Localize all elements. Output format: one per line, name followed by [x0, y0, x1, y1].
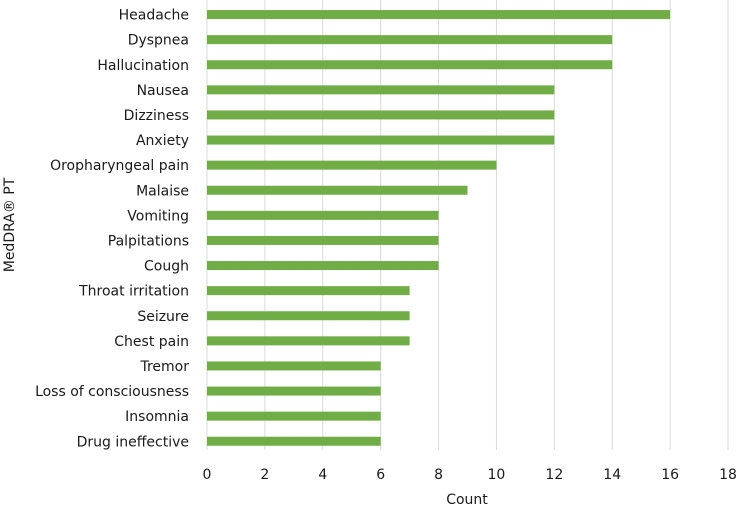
category-label: Anxiety [136, 133, 189, 149]
bar [207, 60, 613, 70]
category-label: Drug ineffective [77, 434, 189, 450]
x-tick-label: 12 [545, 467, 563, 483]
bar [207, 361, 381, 371]
bar [207, 110, 555, 120]
category-label: Dyspnea [128, 33, 189, 49]
x-tick-label: 8 [434, 467, 443, 483]
bar [207, 160, 497, 170]
bars [207, 10, 671, 446]
x-tick-labels: 0 2 4 6 8 10 12 14 16 18 [203, 467, 737, 483]
category-label: Palpitations [108, 233, 189, 249]
category-label: Malaise [136, 183, 189, 199]
x-tick-label: 14 [603, 467, 621, 483]
x-tick-label: 4 [318, 467, 327, 483]
category-label: Hallucination [97, 58, 189, 74]
y-axis-title: MedDRA® PT [2, 177, 18, 272]
category-label: Chest pain [114, 334, 189, 350]
category-label: Loss of consciousness [35, 384, 189, 400]
x-axis-title: Count [446, 492, 488, 508]
category-label: Nausea [137, 83, 189, 99]
category-label: Seizure [137, 309, 189, 325]
category-label: Headache [119, 8, 189, 24]
x-tick-label: 16 [661, 467, 679, 483]
category-label: Oropharyngeal pain [50, 158, 189, 174]
bar [207, 135, 555, 145]
bar [207, 235, 439, 245]
bar [207, 411, 381, 421]
category-label: Tremor [139, 359, 189, 375]
category-label: Throat irritation [78, 284, 189, 300]
x-tick-label: 0 [203, 467, 212, 483]
bar [207, 336, 410, 346]
bar [207, 311, 410, 321]
x-tick-label: 6 [376, 467, 385, 483]
category-label: Dizziness [124, 108, 189, 124]
bar [207, 10, 671, 20]
bar [207, 436, 381, 446]
x-tick-label: 10 [488, 467, 506, 483]
category-label: Cough [144, 259, 189, 275]
bar [207, 210, 439, 220]
bar [207, 261, 439, 271]
x-tick-label: 18 [719, 467, 737, 483]
category-labels: Headache Dyspnea Hallucination Nausea Dizzin… [35, 8, 189, 451]
gridlines [206, 0, 729, 450]
bar [207, 35, 613, 45]
bar [207, 286, 410, 296]
bar [207, 386, 381, 396]
bar [207, 85, 555, 95]
category-label: Insomnia [125, 409, 189, 425]
bar [207, 185, 468, 195]
category-label: Vomiting [127, 208, 189, 224]
x-tick-label: 2 [260, 467, 269, 483]
